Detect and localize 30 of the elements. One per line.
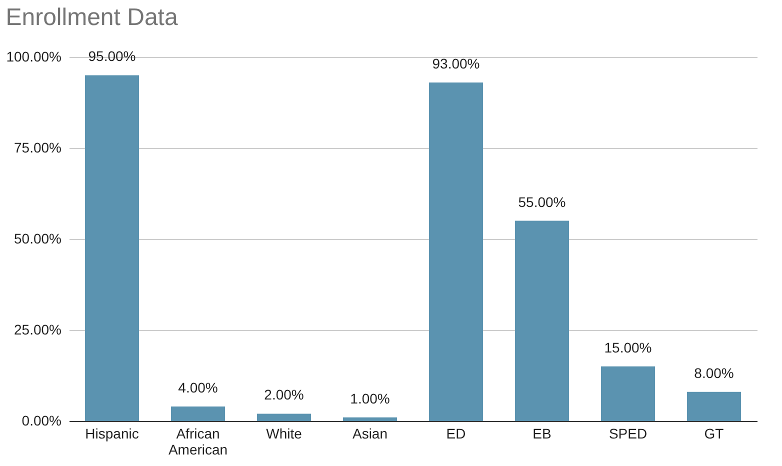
data-label: 4.00%: [178, 379, 218, 396]
y-tick-label: 100.00%: [6, 48, 62, 64]
x-tick-label: SPED: [608, 426, 648, 442]
x-tick-label: Asian: [352, 426, 388, 442]
data-label: 55.00%: [518, 194, 566, 210]
x-tick-label: GT: [704, 426, 724, 442]
data-label: 2.00%: [264, 386, 304, 403]
data-label: 15.00%: [604, 339, 652, 356]
y-tick-label: 75.00%: [14, 140, 62, 156]
bar: [171, 406, 225, 421]
data-label: 1.00%: [350, 390, 390, 406]
bar: [601, 366, 655, 421]
data-label: 8.00%: [694, 364, 734, 381]
bar: [85, 75, 139, 421]
bar: [515, 220, 569, 421]
bar: [343, 417, 397, 421]
y-tick-label: 50.00%: [14, 230, 62, 246]
x-tick-label: EB: [532, 426, 552, 442]
x-tick-label: Hispanic: [85, 426, 139, 442]
data-label: 93.00%: [432, 55, 480, 72]
bar: [429, 82, 483, 421]
bar: [687, 392, 741, 421]
x-tick-label: African American: [168, 426, 228, 458]
data-label: 95.00%: [88, 48, 136, 64]
y-tick-label: 0.00%: [22, 412, 62, 428]
y-tick-label: 25.00%: [14, 322, 62, 338]
x-tick-label: White: [266, 426, 302, 442]
chart-title: Enrollment Data: [6, 4, 178, 31]
x-tick-label: ED: [446, 426, 466, 442]
bar: [257, 414, 311, 421]
